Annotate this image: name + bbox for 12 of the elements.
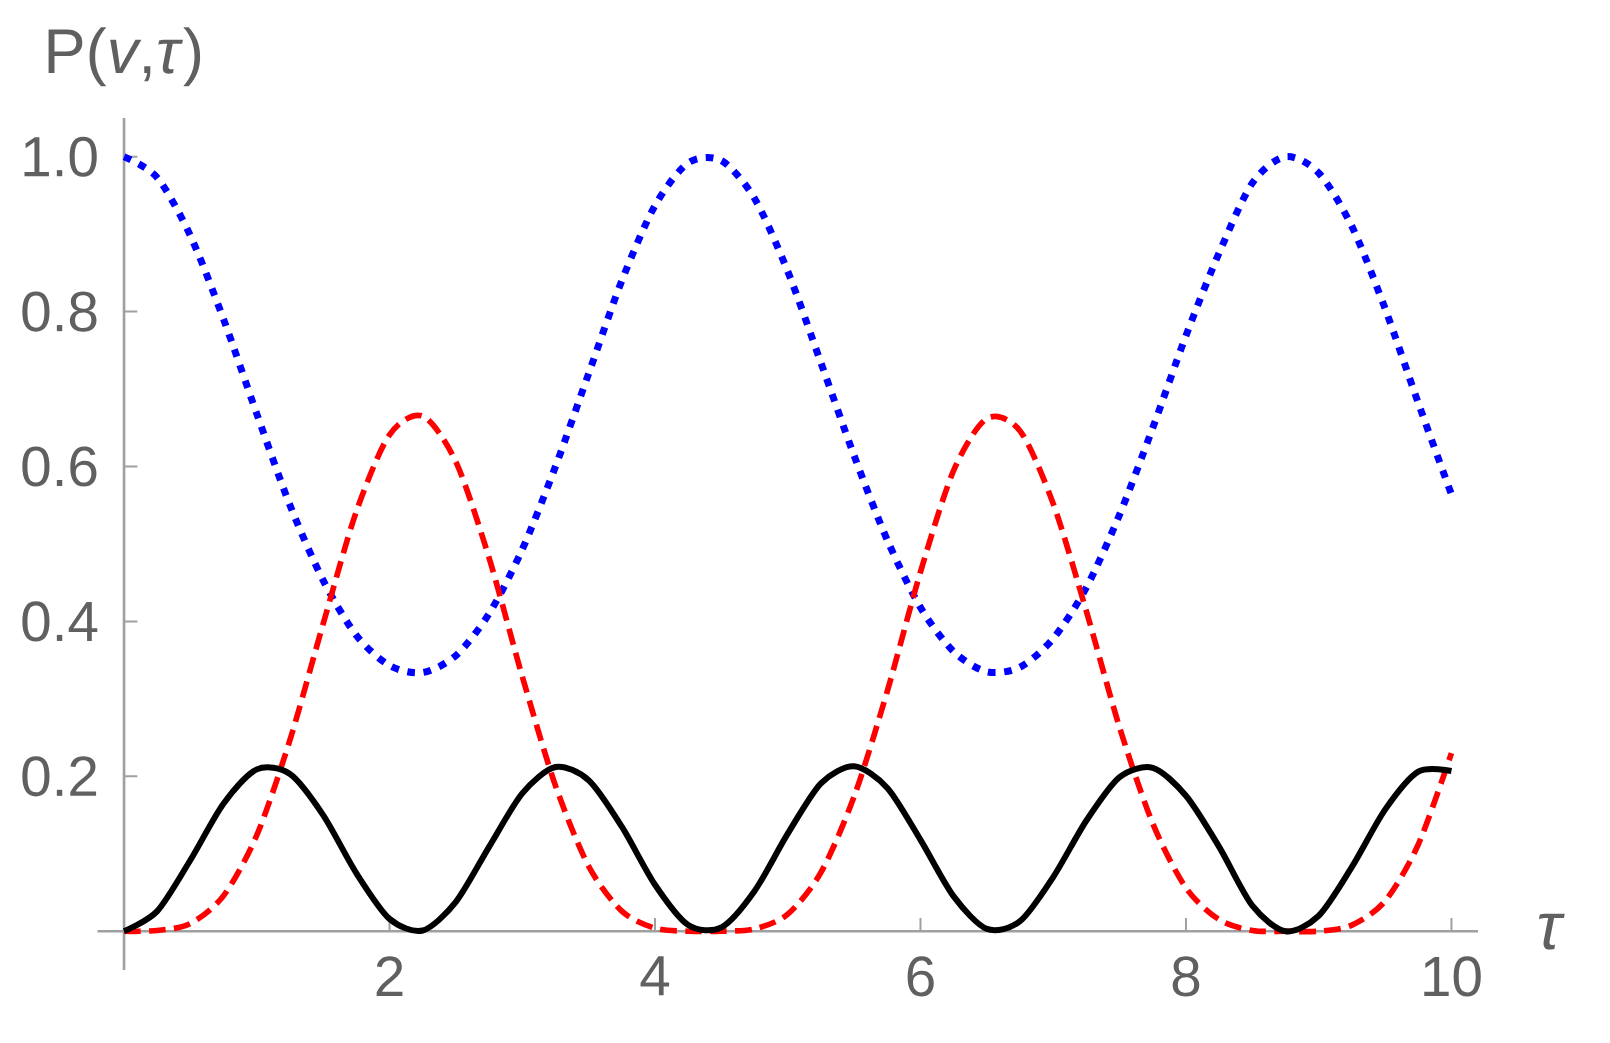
y-tick-label: 1.0 [24,136,97,177]
y-tick-label: 0.6 [22,446,97,487]
y-tick-label: 0.2 [22,756,97,797]
x-tick-label: 10 [1424,956,1481,997]
y-axis-title: P(v,τ) [48,27,201,87]
x-tick-label: 4 [640,956,670,996]
x-axis-title: τ [1538,913,1565,950]
y-tick-label: 0.4 [22,601,98,642]
x-tick-label: 6 [907,956,934,997]
y-tick-label: 0.8 [22,291,97,332]
x-tick-label: 2 [376,956,403,996]
x-tick-label: 8 [1172,956,1200,997]
